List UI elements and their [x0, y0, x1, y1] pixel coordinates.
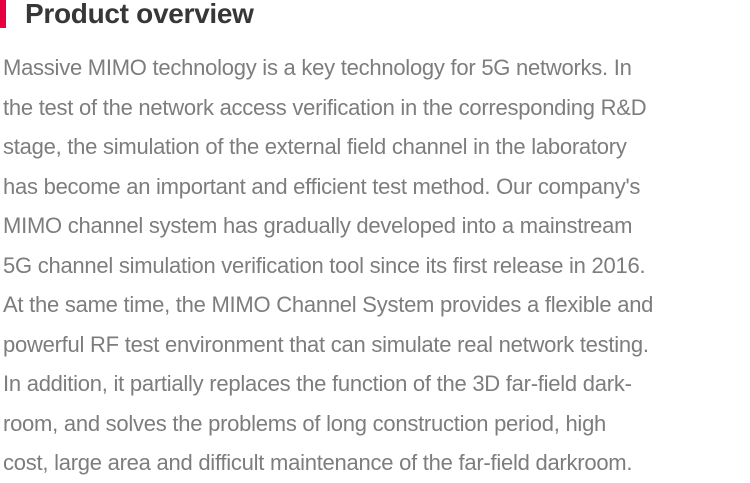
paragraph-line: At the same time, the MIMO Channel Syste…	[3, 292, 654, 317]
overview-paragraph: Massive MIMO technology is a key technol…	[0, 48, 750, 483]
paragraph-line: MIMO channel system has gradually develo…	[3, 213, 633, 238]
paragraph-line: powerful RF test environment that can si…	[3, 331, 649, 357]
paragraph-line: Massive MIMO technology is a key technol…	[3, 55, 632, 80]
paragraph-line: room, and solves the problems of long co…	[3, 410, 607, 436]
paragraph-line: stage, the simulation of the external fi…	[3, 134, 627, 159]
section-title: Product overview	[25, 0, 254, 29]
paragraph-line: cost, large area and difficult maintenan…	[3, 450, 633, 475]
paragraph-line: has become an important and efficient te…	[3, 173, 641, 199]
section-header: Product overview	[0, 0, 750, 28]
paragraph-line: In addition, it partially replaces the f…	[3, 371, 632, 396]
accent-bar	[0, 0, 6, 28]
paragraph-line: the test of the network access verificat…	[3, 94, 647, 120]
paragraph-line: 5G channel simulation verification tool …	[3, 252, 646, 278]
